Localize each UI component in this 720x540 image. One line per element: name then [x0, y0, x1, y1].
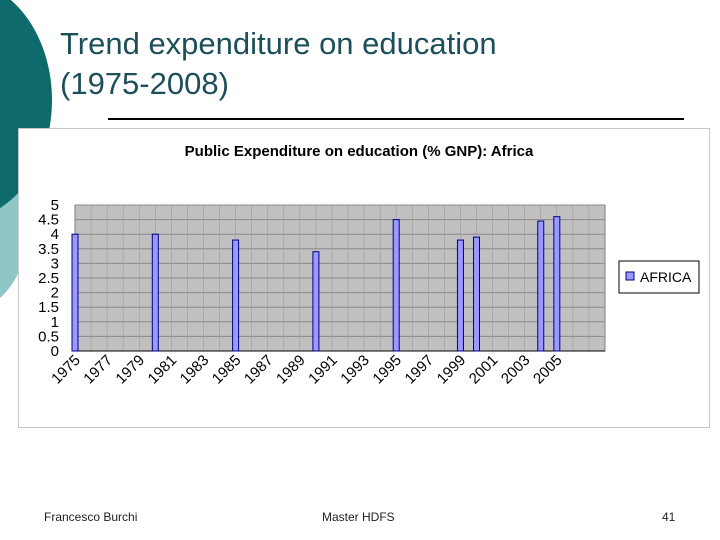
footer-course: Master HDFS — [322, 510, 395, 524]
x-tick-label: 2003 — [498, 352, 534, 388]
footer-author: Francesco Burchi — [44, 510, 138, 524]
bar-2005 — [553, 216, 561, 352]
bar-1999 — [456, 239, 464, 352]
y-tick-label: 0 — [51, 343, 59, 360]
y-tick-label: 2.5 — [38, 270, 59, 287]
legend-label: AFRICA — [640, 269, 692, 285]
y-tick-label: 3 — [51, 255, 59, 272]
title-underline — [108, 118, 684, 120]
x-tick-label: 1985 — [209, 352, 245, 388]
bar-1995 — [392, 219, 400, 352]
y-tick-label: 1.5 — [38, 299, 59, 316]
footer-page-number: 41 — [662, 510, 676, 524]
y-tick-label: 4.5 — [38, 212, 59, 229]
bar-2004 — [537, 220, 545, 352]
bar-2000 — [473, 236, 481, 352]
x-tick-label: 1983 — [177, 352, 213, 388]
x-tick-label: 1997 — [402, 352, 438, 388]
chart-title: Public Expenditure on education (% GNP):… — [185, 143, 534, 160]
slide-title-line-2: (1975-2008) — [60, 66, 229, 101]
x-tick-label: 1991 — [305, 352, 341, 388]
bar-1980 — [151, 233, 159, 352]
x-tick-label: 1995 — [369, 352, 405, 388]
x-tick-label: 2001 — [466, 352, 502, 388]
legend-swatch — [625, 271, 635, 281]
bar-1990 — [312, 251, 320, 352]
x-tick-label: 1989 — [273, 352, 309, 388]
y-tick-label: 3.5 — [38, 241, 59, 258]
x-tick-label: 1999 — [434, 352, 470, 388]
y-tick-label: 2 — [51, 285, 59, 302]
bar-1985 — [232, 239, 240, 352]
x-tick-label: 1977 — [80, 352, 116, 388]
y-tick-label: 1 — [51, 314, 59, 331]
y-tick-label: 0.5 — [38, 328, 59, 345]
x-tick-label: 1987 — [241, 352, 277, 388]
slide-title-line-1: Trend expenditure on education — [60, 26, 497, 61]
x-tick-label: 1979 — [112, 352, 148, 388]
x-tick-label: 1981 — [145, 352, 181, 388]
x-tick-label: 1993 — [337, 352, 373, 388]
slide-title: Trend expenditure on education (1975-200… — [60, 24, 660, 104]
x-tick-label: 2005 — [530, 352, 566, 388]
y-tick-label: 5 — [51, 197, 59, 214]
y-tick-label: 4 — [51, 226, 59, 243]
chart-container: Public Expenditure on education (% GNP):… — [18, 128, 710, 428]
bar-1975 — [71, 233, 79, 352]
expenditure-chart: Public Expenditure on education (% GNP):… — [38, 143, 700, 388]
